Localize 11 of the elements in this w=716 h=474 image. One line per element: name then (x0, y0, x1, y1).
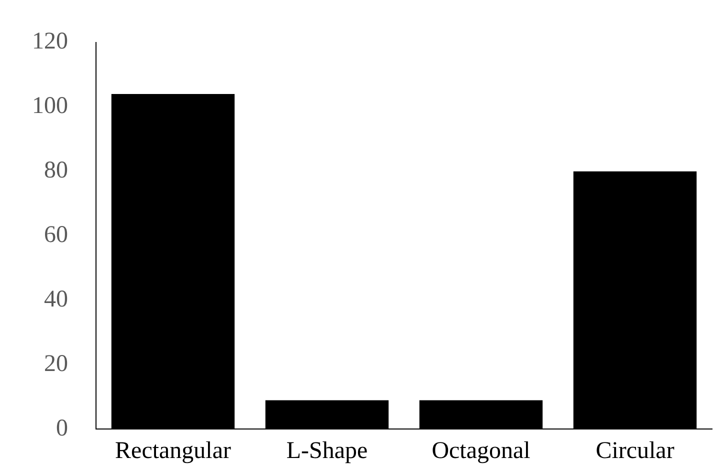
y-tick-label: 0 (56, 415, 68, 442)
y-tick-label: 20 (44, 351, 68, 378)
y-tick-label: 80 (44, 158, 68, 184)
y-tick-label: 100 (32, 93, 68, 120)
x-tick-label: Octagonal (432, 438, 531, 464)
x-tick-label: Circular (596, 438, 674, 464)
x-tick-label: Rectangular (115, 438, 231, 464)
y-tick-label: 40 (44, 286, 68, 313)
y-tick-label: 120 (32, 28, 68, 55)
y-tick-label: 60 (44, 222, 68, 248)
x-tick-label: L-Shape (286, 438, 368, 464)
